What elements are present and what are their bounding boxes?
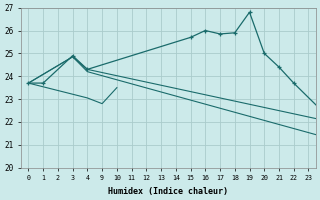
X-axis label: Humidex (Indice chaleur): Humidex (Indice chaleur) [108, 187, 228, 196]
